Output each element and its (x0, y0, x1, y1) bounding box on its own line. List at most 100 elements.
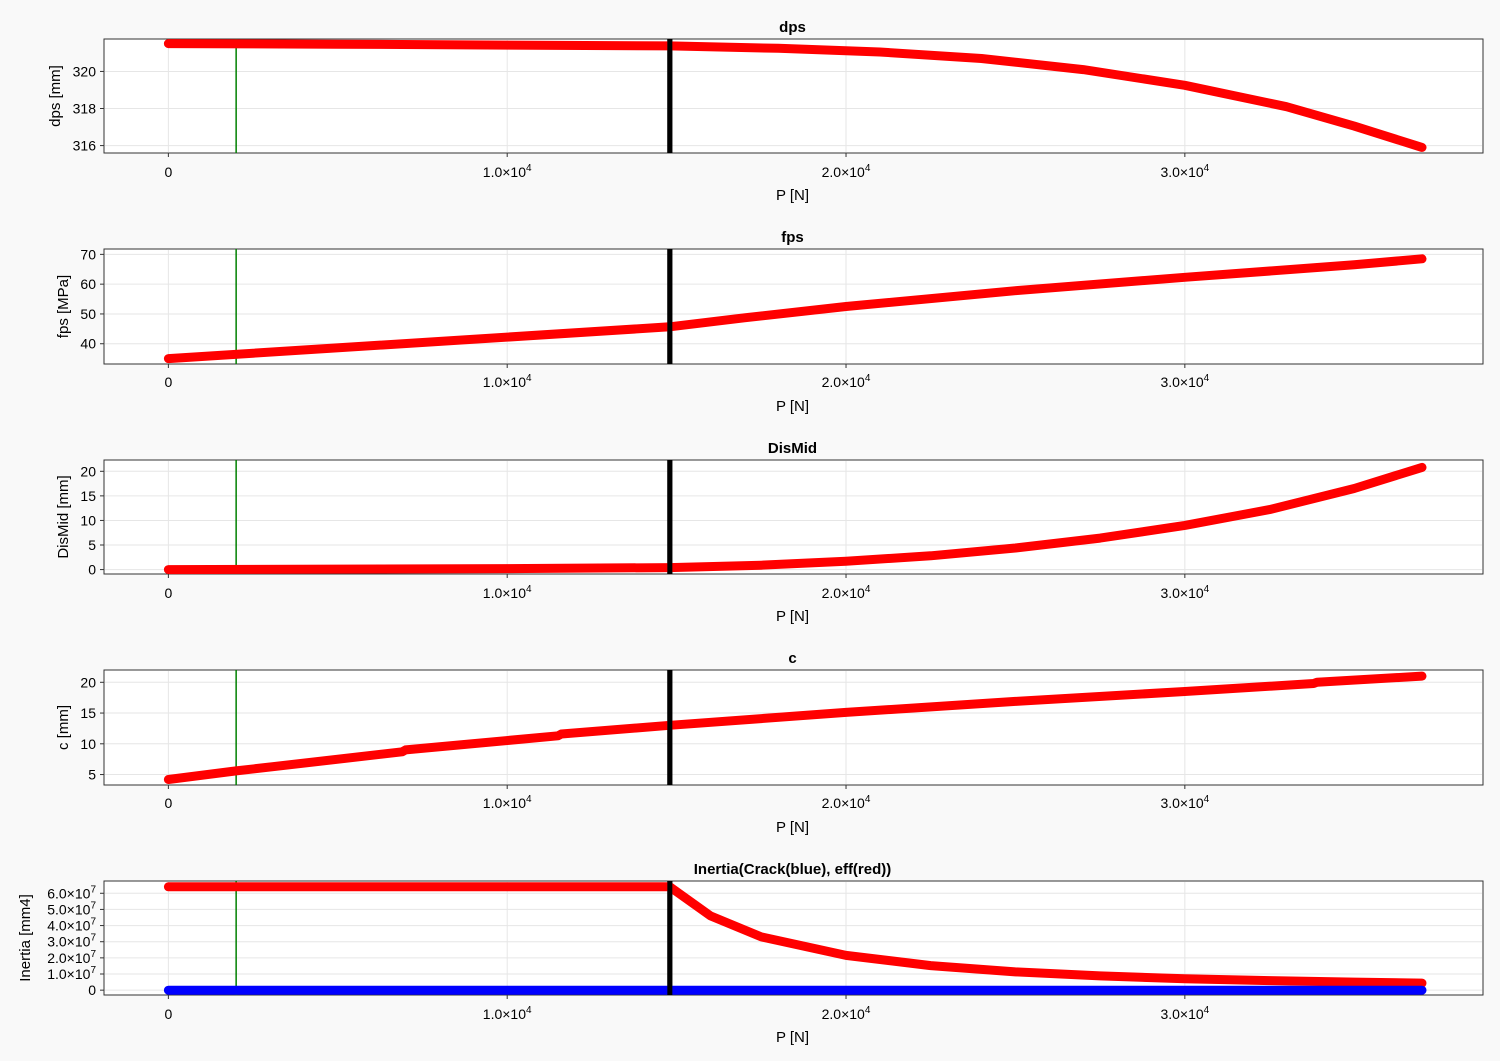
y-tick-label: 2.0×107 (47, 949, 96, 966)
x-tick-label: 2.0×104 (822, 163, 871, 180)
x-tick-label-mantissa: 3.0×10 (1160, 164, 1203, 180)
x-tick-label: 0 (164, 795, 172, 811)
x-tick-label-mantissa: 3.0×10 (1160, 795, 1203, 811)
y-tick-label: 318 (73, 101, 97, 117)
y-tick-label: 15 (80, 705, 96, 721)
series-line-1 (163, 882, 1427, 988)
y-tick-label: 1.0×107 (47, 965, 96, 982)
y-tick-label-mantissa: 10 (80, 736, 96, 752)
y-tick-label: 10 (80, 512, 96, 528)
y-tick-label-mantissa: 20 (80, 463, 96, 479)
y-tick-label-mantissa: 40 (80, 336, 96, 352)
y-tick-label-mantissa: 0 (88, 982, 96, 998)
y-tick-label: 5.0×107 (47, 900, 96, 917)
x-axis-label: P [N] (776, 187, 809, 204)
y-tick-label-mantissa: 60 (80, 276, 96, 292)
x-tick-label-mantissa: 0 (164, 1006, 172, 1022)
x-tick-label: 2.0×104 (822, 1005, 871, 1022)
y-tick-label: 0 (88, 562, 96, 578)
x-tick-label-exponent: 4 (1204, 794, 1210, 805)
x-tick-label: 2.0×104 (822, 373, 871, 390)
y-tick-label: 5 (88, 537, 96, 553)
x-tick-label-mantissa: 1.0×10 (483, 164, 526, 180)
x-tick-label: 1.0×104 (483, 373, 532, 390)
y-tick-label-exponent: 7 (90, 917, 96, 928)
x-tick-label: 0 (164, 374, 172, 390)
panel-5: 0 1.0×104 2.0×104 3.0×10401.0×1072.0×1073.0… (17, 861, 1484, 1046)
y-tick-label: 320 (73, 63, 97, 79)
x-tick-label: 1.0×104 (483, 584, 532, 601)
y-tick-label-mantissa: 5.0×10 (47, 901, 90, 917)
y-tick-label: 6.0×107 (47, 884, 96, 901)
y-tick-label: 60 (80, 276, 96, 292)
x-tick-label-mantissa: 0 (164, 374, 172, 390)
x-tick-label-exponent: 4 (526, 163, 532, 174)
y-tick-label-mantissa: 70 (80, 246, 96, 262)
chart-title: fps (781, 229, 804, 246)
y-tick-label: 316 (73, 138, 97, 154)
x-tick-label-exponent: 4 (526, 373, 532, 384)
y-tick-label-mantissa: 2.0×10 (47, 950, 90, 966)
x-tick-label-mantissa: 0 (164, 164, 172, 180)
x-tick-label: 0 (164, 1006, 172, 1022)
x-tick-label-exponent: 4 (865, 373, 871, 384)
y-tick-label: 20 (80, 463, 96, 479)
x-tick-label-exponent: 4 (865, 584, 871, 595)
y-tick-label-mantissa: 1.0×10 (47, 966, 90, 982)
y-tick-label-mantissa: 5 (88, 537, 96, 553)
x-tick-label: 2.0×104 (822, 584, 871, 601)
y-axis-label: fps [MPa] (55, 275, 72, 338)
series-line-1 (163, 39, 1427, 152)
y-tick-label-mantissa: 50 (80, 306, 96, 322)
x-tick-label: 1.0×104 (483, 163, 532, 180)
x-tick-label: 0 (164, 164, 172, 180)
x-tick-label: 3.0×104 (1160, 584, 1209, 601)
x-tick-label-exponent: 4 (865, 163, 871, 174)
y-tick-label-exponent: 7 (90, 965, 96, 976)
x-tick-label-mantissa: 1.0×10 (483, 795, 526, 811)
x-tick-label: 3.0×104 (1160, 163, 1209, 180)
x-tick-label-exponent: 4 (865, 794, 871, 805)
y-tick-label: 70 (80, 246, 96, 262)
y-tick-label-mantissa: 318 (73, 101, 97, 117)
x-tick-label-mantissa: 1.0×10 (483, 585, 526, 601)
x-tick-label: 0 (164, 585, 172, 601)
y-tick-label-exponent: 7 (90, 884, 96, 895)
x-tick-label-exponent: 4 (526, 584, 532, 595)
y-tick-label-exponent: 7 (90, 933, 96, 944)
x-tick-label-exponent: 4 (1204, 1005, 1210, 1016)
y-tick-label: 50 (80, 306, 96, 322)
y-tick-label-mantissa: 15 (80, 488, 96, 504)
x-tick-label-mantissa: 2.0×10 (822, 795, 865, 811)
x-tick-label-exponent: 4 (526, 1005, 532, 1016)
chart-title: Inertia(Crack(blue), eff(red)) (694, 861, 892, 878)
x-tick-label-mantissa: 0 (164, 585, 172, 601)
x-tick-label: 2.0×104 (822, 794, 871, 811)
y-tick-label-mantissa: 10 (80, 512, 96, 528)
y-tick-label: 4.0×107 (47, 917, 96, 934)
x-tick-label: 1.0×104 (483, 794, 532, 811)
x-axis-label: P [N] (776, 398, 809, 415)
y-tick-label-exponent: 7 (90, 900, 96, 911)
y-tick-label: 0 (88, 982, 96, 998)
y-tick-label-mantissa: 316 (73, 138, 97, 154)
x-tick-label: 3.0×104 (1160, 373, 1209, 390)
y-tick-label-mantissa: 5 (88, 767, 96, 783)
y-tick-label-mantissa: 20 (80, 674, 96, 690)
x-tick-label-mantissa: 1.0×10 (483, 374, 526, 390)
series-line-1 (163, 254, 1427, 364)
x-axis-label: P [N] (776, 819, 809, 836)
x-tick-label-mantissa: 2.0×10 (822, 164, 865, 180)
y-tick-label: 5 (88, 767, 96, 783)
x-tick-label-exponent: 4 (1204, 163, 1210, 174)
plot-area (103, 459, 1484, 575)
chart-title: dps (779, 19, 806, 36)
x-tick-label-mantissa: 3.0×10 (1160, 1006, 1203, 1022)
y-axis-label: Inertia [mm4] (17, 894, 34, 982)
y-tick-label: 15 (80, 488, 96, 504)
y-tick-label-mantissa: 3.0×10 (47, 934, 90, 950)
